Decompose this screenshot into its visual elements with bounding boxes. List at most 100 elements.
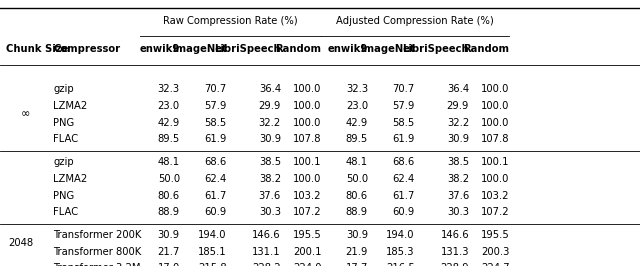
Text: 2048: 2048 xyxy=(9,238,34,248)
Text: 61.9: 61.9 xyxy=(392,134,415,144)
Text: ImageNet: ImageNet xyxy=(172,44,227,54)
Text: 60.9: 60.9 xyxy=(392,207,415,217)
Text: 195.5: 195.5 xyxy=(481,230,509,240)
Text: 38.2: 38.2 xyxy=(447,174,469,184)
Text: Random: Random xyxy=(463,44,509,54)
Text: 70.7: 70.7 xyxy=(392,84,415,94)
Text: LibriSpeech: LibriSpeech xyxy=(403,44,469,54)
Text: 88.9: 88.9 xyxy=(346,207,368,217)
Text: 68.6: 68.6 xyxy=(392,157,415,167)
Text: 42.9: 42.9 xyxy=(346,118,368,128)
Text: 21.7: 21.7 xyxy=(157,247,180,257)
Text: FLAC: FLAC xyxy=(53,134,78,144)
Text: 23.0: 23.0 xyxy=(346,101,368,111)
Text: 88.9: 88.9 xyxy=(157,207,180,217)
Text: 38.5: 38.5 xyxy=(259,157,281,167)
Text: gzip: gzip xyxy=(53,157,74,167)
Text: 48.1: 48.1 xyxy=(346,157,368,167)
Text: 80.6: 80.6 xyxy=(157,190,180,201)
Text: 103.2: 103.2 xyxy=(481,190,509,201)
Text: 57.9: 57.9 xyxy=(204,101,227,111)
Text: 68.6: 68.6 xyxy=(204,157,227,167)
Text: 195.5: 195.5 xyxy=(292,230,321,240)
Text: 61.7: 61.7 xyxy=(204,190,227,201)
Text: 80.6: 80.6 xyxy=(346,190,368,201)
Text: ∞: ∞ xyxy=(20,109,30,119)
Text: 30.9: 30.9 xyxy=(447,134,469,144)
Text: 185.3: 185.3 xyxy=(386,247,415,257)
Text: 23.0: 23.0 xyxy=(157,101,180,111)
Text: LZMA2: LZMA2 xyxy=(53,101,88,111)
Text: 200.3: 200.3 xyxy=(481,247,509,257)
Text: 37.6: 37.6 xyxy=(447,190,469,201)
Text: PNG: PNG xyxy=(53,190,74,201)
Text: Adjusted Compression Rate (%): Adjusted Compression Rate (%) xyxy=(337,16,494,26)
Text: 62.4: 62.4 xyxy=(392,174,415,184)
Text: Random: Random xyxy=(275,44,321,54)
Text: 200.1: 200.1 xyxy=(292,247,321,257)
Text: enwik9: enwik9 xyxy=(140,44,180,54)
Text: 61.7: 61.7 xyxy=(392,190,415,201)
Text: 36.4: 36.4 xyxy=(259,84,281,94)
Text: 70.7: 70.7 xyxy=(204,84,227,94)
Text: 228.2: 228.2 xyxy=(252,263,281,266)
Text: Transformer 200K: Transformer 200K xyxy=(53,230,141,240)
Text: 100.1: 100.1 xyxy=(481,157,509,167)
Text: Compressor: Compressor xyxy=(53,44,120,54)
Text: 100.0: 100.0 xyxy=(293,174,321,184)
Text: 131.1: 131.1 xyxy=(252,247,281,257)
Text: 89.5: 89.5 xyxy=(346,134,368,144)
Text: 228.9: 228.9 xyxy=(440,263,469,266)
Text: 146.6: 146.6 xyxy=(252,230,281,240)
Text: Transformer 3.2M: Transformer 3.2M xyxy=(53,263,141,266)
Text: ImageNet: ImageNet xyxy=(360,44,415,54)
Text: 57.9: 57.9 xyxy=(392,101,415,111)
Text: 62.4: 62.4 xyxy=(204,174,227,184)
Text: 32.3: 32.3 xyxy=(157,84,180,94)
Text: 37.6: 37.6 xyxy=(259,190,281,201)
Text: enwik9: enwik9 xyxy=(328,44,368,54)
Text: 100.0: 100.0 xyxy=(481,118,509,128)
Text: 100.0: 100.0 xyxy=(293,101,321,111)
Text: FLAC: FLAC xyxy=(53,207,78,217)
Text: 100.1: 100.1 xyxy=(292,157,321,167)
Text: 30.9: 30.9 xyxy=(346,230,368,240)
Text: 60.9: 60.9 xyxy=(204,207,227,217)
Text: 32.3: 32.3 xyxy=(346,84,368,94)
Text: 29.9: 29.9 xyxy=(447,101,469,111)
Text: Chunk Size: Chunk Size xyxy=(6,44,68,54)
Text: 42.9: 42.9 xyxy=(157,118,180,128)
Text: 17.7: 17.7 xyxy=(346,263,368,266)
Text: 224.0: 224.0 xyxy=(292,263,321,266)
Text: 30.3: 30.3 xyxy=(259,207,281,217)
Text: 30.9: 30.9 xyxy=(157,230,180,240)
Text: PNG: PNG xyxy=(53,118,74,128)
Text: 103.2: 103.2 xyxy=(292,190,321,201)
Text: 107.2: 107.2 xyxy=(481,207,509,217)
Text: 17.0: 17.0 xyxy=(157,263,180,266)
Text: 100.0: 100.0 xyxy=(481,84,509,94)
Text: 50.0: 50.0 xyxy=(346,174,368,184)
Text: 185.1: 185.1 xyxy=(198,247,227,257)
Text: 216.5: 216.5 xyxy=(386,263,415,266)
Text: Raw Compression Rate (%): Raw Compression Rate (%) xyxy=(163,16,298,26)
Text: 146.6: 146.6 xyxy=(440,230,469,240)
Text: LibriSpeech: LibriSpeech xyxy=(214,44,281,54)
Text: 100.0: 100.0 xyxy=(293,84,321,94)
Text: 36.4: 36.4 xyxy=(447,84,469,94)
Text: 194.0: 194.0 xyxy=(198,230,227,240)
Text: 61.9: 61.9 xyxy=(204,134,227,144)
Text: 38.2: 38.2 xyxy=(259,174,281,184)
Text: 107.2: 107.2 xyxy=(292,207,321,217)
Text: 48.1: 48.1 xyxy=(157,157,180,167)
Text: LZMA2: LZMA2 xyxy=(53,174,88,184)
Text: 131.3: 131.3 xyxy=(440,247,469,257)
Text: 58.5: 58.5 xyxy=(392,118,415,128)
Text: 38.5: 38.5 xyxy=(447,157,469,167)
Text: 50.0: 50.0 xyxy=(157,174,180,184)
Text: 30.9: 30.9 xyxy=(259,134,281,144)
Text: gzip: gzip xyxy=(53,84,74,94)
Text: 32.2: 32.2 xyxy=(259,118,281,128)
Text: 100.0: 100.0 xyxy=(293,118,321,128)
Text: 224.7: 224.7 xyxy=(481,263,509,266)
